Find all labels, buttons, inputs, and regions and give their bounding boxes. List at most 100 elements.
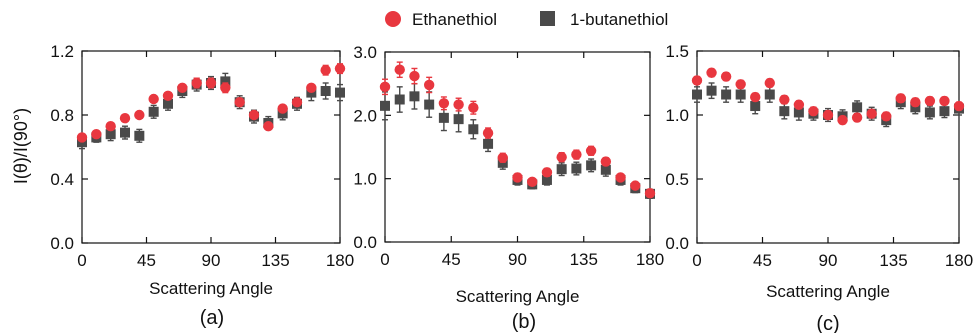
x-tick-label: 45 [137,251,156,270]
data-point-butanethiol [721,89,732,100]
data-point-ethanethiol [306,82,317,94]
data-point-ethanethiol [91,129,102,140]
data-point-butanethiol [120,127,130,138]
data-point-ethanethiol [644,188,656,199]
data-point-butanethiol [735,89,746,100]
data-point-ethanethiol [394,64,405,75]
data-point-ethanethiol [482,127,494,139]
data-point-butanethiol [600,164,611,175]
data-point-ethanethiol [910,97,921,108]
x-tick-label: 90 [819,251,838,270]
data-point-butanethiol [134,130,145,141]
data-point-ethanethiol [630,180,641,191]
data-point-ethanethiol [379,81,391,93]
data-point-ethanethiol [220,82,231,94]
data-point-butanethiol [394,94,405,105]
data-point-butanethiol [556,164,567,175]
x-tick-label: 45 [753,251,772,270]
data-point-ethanethiol [779,94,790,105]
data-point-ethanethiol [148,93,159,105]
data-point-ethanethiol [764,77,775,89]
x-axis-title: Scattering Angle [149,279,273,298]
x-tick-label: 180 [636,250,664,269]
data-point-butanethiol [571,163,582,174]
legend-label-ethanethiol: Ethanethiol [412,10,497,29]
data-point-ethanethiol [706,67,717,78]
panel-a: 0 45 90 135 180 0.0 0.4 0.8 1.2 Scattering Angle (… [50,42,354,329]
data-point-ethanethiol [837,114,848,126]
data-point-ethanethiol [851,112,863,123]
data-point-butanethiol [483,138,494,149]
plot-frame [384,51,651,243]
y-tick-label: 1.0 [665,106,689,125]
data-point-ethanethiol [76,132,88,143]
data-point-ethanethiol [512,172,523,183]
legend-marker-butanethiol [540,11,555,26]
x-tick-label: 135 [879,251,907,270]
data-point-ethanethiol [334,63,346,74]
legend-label-butanethiol: 1-butanethiol [570,10,668,29]
data-point-ethanethiol [263,121,274,132]
data-point-ethanethiol [691,75,703,86]
data-point-ethanethiol [615,172,626,183]
data-point-ethanethiol [134,109,145,121]
data-point-butanethiol [779,106,790,117]
data-point-butanethiol [163,98,173,109]
panel-label: (a) [200,307,224,329]
y-tick-label: 1.2 [50,42,74,61]
x-tick-label: 135 [261,251,289,270]
data-point-ethanethiol [808,105,819,117]
panel-b: 0 45 90 135 180 0.0 1.0 2.0 3.0 Scattering Angle (… [353,43,664,333]
x-tick-label: 90 [508,250,527,269]
legend: Ethanethiol 1-butanethiol [385,10,668,29]
data-point-butanethiol [438,112,449,123]
data-point-butanethiol [105,129,116,140]
y-tick-label: 1.5 [665,42,689,61]
data-point-ethanethiol [453,99,464,110]
data-point-ethanethiol [822,109,834,121]
x-tick-label: 180 [326,251,354,270]
data-point-ethanethiol [248,109,260,121]
x-tick-label: 45 [442,250,461,269]
data-point-ethanethiol [953,100,965,112]
panel-c: 0 45 90 135 180 0.0 0.5 1.0 1.5 Scattering Angle (… [665,42,973,333]
data-point-ethanethiol [571,149,582,160]
data-point-ethanethiol [881,111,892,122]
data-point-ethanethiol [939,95,950,107]
y-tick-label: 0.0 [665,234,689,253]
data-point-butanethiol [541,174,552,185]
data-point-ethanethiol [600,156,612,167]
data-point-ethanethiol [105,121,116,132]
data-point-butanethiol [939,106,950,117]
x-axis-title: Scattering Angle [766,282,890,301]
data-point-butanethiol [468,124,479,135]
data-point-ethanethiol [438,98,450,109]
data-point-ethanethiol [750,91,761,103]
data-point-ethanethiol [866,108,877,119]
data-point-ethanethiol [720,71,732,82]
data-point-ethanethiol [234,97,245,108]
data-point-ethanethiol [291,97,303,108]
data-point-butanethiol [220,76,231,87]
y-tick-label: 0.8 [50,106,74,125]
x-tick-label: 0 [380,250,389,269]
x-tick-label: 0 [692,251,701,270]
data-point-ethanethiol [119,113,131,124]
data-point-ethanethiol [468,102,479,113]
data-point-butanethiol [793,107,804,118]
data-point-butanethiol [692,89,702,100]
y-tick-label: 0.4 [50,170,74,189]
data-point-ethanethiol [541,167,553,178]
x-tick-label: 90 [202,251,221,270]
x-axis-title: Scattering Angle [456,287,580,306]
data-point-butanethiol [320,86,331,96]
data-point-butanethiol [335,87,345,98]
data-point-ethanethiol [497,152,508,163]
data-point-butanethiol [924,107,935,118]
data-point-butanethiol [148,106,159,117]
data-point-ethanethiol [735,79,746,90]
data-point-ethanethiol [191,77,202,89]
data-point-ethanethiol [320,65,331,76]
data-point-ethanethiol [177,82,188,94]
